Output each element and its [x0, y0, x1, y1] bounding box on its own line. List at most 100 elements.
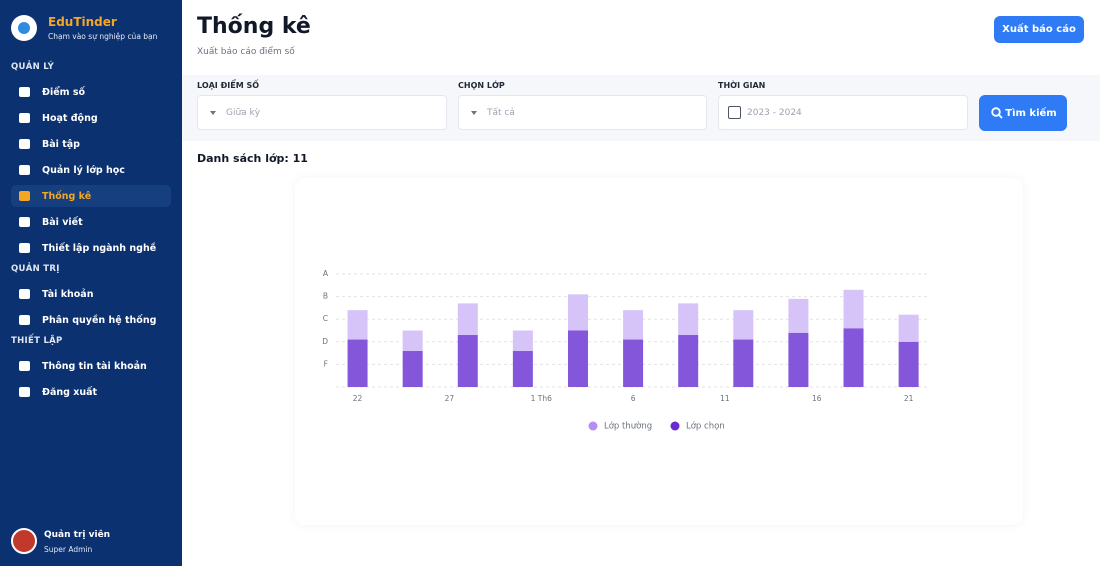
bar-segment: [788, 298, 809, 333]
nav-label: Hoạt động: [42, 112, 98, 124]
nav-label: Điểm số: [42, 86, 86, 98]
bar-segment: [457, 335, 478, 387]
filter-bar: LOẠI ĐIỂM SỐ Giữa kỳ CHỌN LỚP Tất cả THỜI GI…: [182, 75, 1100, 141]
filter-label: LOẠI ĐIỂM SỐ: [197, 81, 260, 90]
nav-item[interactable]: Thông tin tài khoản: [11, 355, 171, 377]
section-title: THIẾT LẬP: [11, 336, 63, 346]
bar-segment: [402, 350, 423, 387]
nav-label: Thông tin tài khoản: [42, 360, 147, 372]
user-role: Super Admin: [44, 545, 93, 554]
chart: F D C B A 22 27 1 Th6 6 11 16 21 Lớp thường Lớp chọn: [322, 269, 927, 432]
nav-icon: [19, 315, 30, 325]
nav-label: Tài khoản: [42, 288, 94, 300]
x-tick-label: 21: [904, 394, 914, 403]
nav-icon: [19, 165, 30, 175]
filter-value: Tất cả: [487, 107, 515, 118]
avatar: [11, 528, 37, 554]
bar-segment: [567, 330, 588, 387]
y-tick-label: B: [323, 292, 328, 301]
legend-label: Lớp chọn: [686, 421, 725, 432]
chart-card: F D C B A 22 27 1 Th6 6 11 16 21 Lớp thường Lớp chọn: [295, 178, 1023, 525]
nav-icon: [19, 289, 30, 299]
x-tick-label: 16: [812, 394, 822, 403]
legend-swatch: [588, 421, 598, 431]
bar-segment: [623, 339, 644, 387]
export-button[interactable]: Xuất báo cáo: [994, 16, 1084, 43]
nav-label: Phân quyền hệ thống: [42, 314, 157, 326]
dropdown-arrow: [471, 111, 477, 115]
bar-segment: [402, 330, 423, 351]
nav-item[interactable]: Tài khoản: [11, 283, 171, 305]
nav-icon: [19, 387, 30, 397]
bar-segment: [347, 310, 368, 340]
legend-swatch: [670, 421, 680, 431]
nav-item[interactable]: Đăng xuất: [11, 381, 171, 403]
page-title: Thống kê: [197, 14, 311, 39]
brand-tagline: Chạm vào sự nghiệp của bạn: [48, 32, 158, 41]
bar-segment: [733, 339, 754, 387]
nav-label: Bài viết: [42, 216, 83, 228]
legend-label: Lớp thường: [604, 421, 652, 432]
search-button[interactable]: Tìm kiếm: [979, 95, 1067, 131]
bar-segment: [623, 310, 644, 340]
list-title: Danh sách lớp: 11: [197, 152, 308, 165]
dropdown-arrow: [210, 111, 216, 115]
y-tick-label: C: [323, 314, 328, 323]
bar-segment: [898, 341, 919, 387]
nav-label: Quản lý lớp học: [42, 164, 125, 176]
nav-item[interactable]: Thống kê: [11, 185, 171, 207]
nav-item[interactable]: Phân quyền hệ thống: [11, 309, 171, 331]
logo: [11, 15, 37, 41]
search-label: Tìm kiếm: [1005, 107, 1057, 119]
filter-value: Giữa kỳ: [226, 107, 261, 118]
x-tick-label: 6: [631, 394, 636, 403]
sidebar: EduTinder Chạm vào sự nghiệp của bạn QUẢ…: [0, 0, 182, 566]
user-name: Quản trị viên: [44, 530, 111, 540]
section-title: QUẢN TRỊ: [11, 264, 60, 274]
bar-segment: [567, 294, 588, 331]
filter-value: 2023 - 2024: [747, 107, 802, 118]
nav-label: Đăng xuất: [42, 386, 98, 398]
nav-icon: [19, 191, 30, 201]
bar-segment: [678, 335, 699, 387]
bar-segment: [788, 332, 809, 387]
bar-segment: [678, 303, 699, 336]
search-icon: [991, 107, 1003, 119]
nav-item[interactable]: Điểm số: [11, 81, 171, 103]
y-tick-label: A: [323, 269, 329, 278]
bar-segment: [512, 330, 533, 351]
y-tick-label: F: [324, 359, 328, 368]
nav-icon: [19, 139, 30, 149]
nav-icon: [19, 217, 30, 227]
filter-input[interactable]: 2023 - 2024: [718, 95, 968, 130]
bar-segment: [898, 314, 919, 342]
brand-name: EduTinder: [48, 15, 117, 29]
x-tick-label: 1 Th6: [531, 394, 552, 403]
filter-input[interactable]: Tất cả: [458, 95, 707, 130]
nav-icon: [19, 243, 30, 253]
filter-label: CHỌN LỚP: [458, 81, 505, 90]
nav-item[interactable]: Hoạt động: [11, 107, 171, 129]
bar-segment: [512, 350, 533, 387]
x-tick-label: 22: [353, 394, 363, 403]
nav-item[interactable]: Thiết lập ngành nghề: [11, 237, 171, 259]
filter-input[interactable]: Giữa kỳ: [197, 95, 447, 130]
bar-segment: [843, 328, 864, 387]
nav-icon: [19, 87, 30, 97]
calendar-icon: [728, 106, 741, 119]
nav-item[interactable]: Bài tập: [11, 133, 171, 155]
nav-label: Bài tập: [42, 138, 80, 150]
bar-segment: [347, 339, 368, 387]
nav-item[interactable]: Bài viết: [11, 211, 171, 233]
y-tick-label: D: [322, 337, 328, 346]
nav-icon: [19, 361, 30, 371]
nav-item[interactable]: Quản lý lớp học: [11, 159, 171, 181]
x-tick-label: 11: [720, 394, 730, 403]
page-subtitle: Xuất báo cáo điểm số: [197, 47, 295, 57]
x-tick-label: 27: [445, 394, 455, 403]
nav-label: Thống kê: [42, 190, 92, 202]
bar-segment: [457, 303, 478, 336]
section-title: QUẢN LÝ: [11, 62, 55, 72]
nav-label: Thiết lập ngành nghề: [42, 242, 157, 254]
